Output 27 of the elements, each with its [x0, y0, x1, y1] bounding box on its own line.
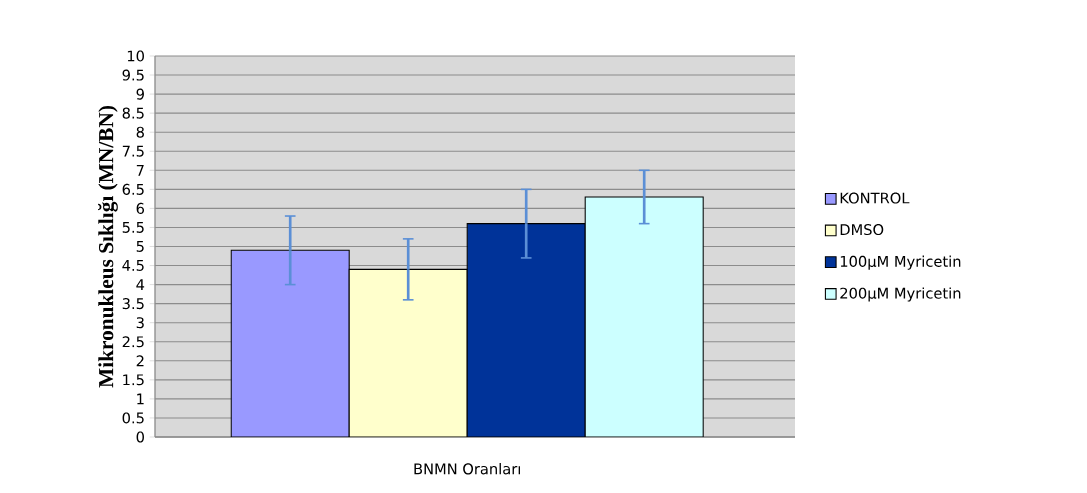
y-tick-label: 10 [127, 50, 144, 62]
x-tick-label: BNMN Oranları [414, 463, 520, 475]
y-tick-label: 1.5 [123, 374, 144, 386]
y-tick-label: 4 [136, 279, 145, 290]
y-tick-label: 2.5 [122, 336, 144, 348]
y-tick-label: 5.5 [122, 222, 144, 233]
y-tick-label: 7.5 [122, 145, 144, 157]
y-tick-label: 8 [136, 126, 144, 138]
y-tick-label: 0.5 [122, 412, 144, 424]
y-tick-label: 2 [136, 355, 144, 367]
legend-label: DMSO [840, 224, 884, 236]
y-tick-label: 3.5 [122, 298, 144, 310]
y-tick-label: 7 [136, 164, 144, 176]
y-tick-label: 5 [136, 241, 144, 252]
legend-label: 100µM Myricetin [840, 255, 961, 270]
legend-label: 200µM Myricetin [840, 287, 961, 302]
y-tick-label: 8.5 [122, 107, 144, 119]
legend-label: KONTROL [840, 192, 910, 204]
y-tick-label: 0 [136, 431, 144, 443]
y-tick-label: 4.5 [122, 260, 144, 271]
y-tick-label: 6 [136, 202, 145, 214]
y-tick-label: 1 [137, 393, 144, 405]
y-tick-label: 6.5 [122, 183, 144, 195]
y-axis-title: Mikronukleus Sıklığı (MN/BN) [98, 105, 118, 388]
y-tick-label: 3 [136, 317, 144, 329]
y-tick-label: 9 [136, 88, 144, 100]
y-tick-label: 9.5 [122, 69, 144, 81]
